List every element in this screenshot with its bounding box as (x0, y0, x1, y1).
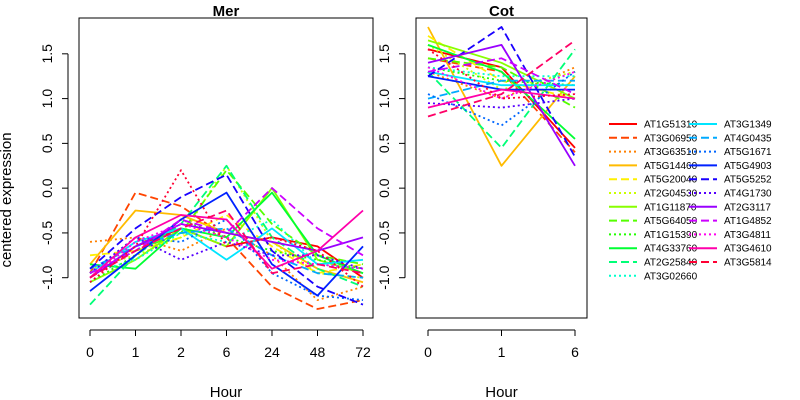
x-tick-label: 72 (355, 344, 371, 360)
series-line-24 (89, 169, 364, 288)
y-tick-label: -1.0 (39, 265, 55, 289)
series-line-11 (427, 48, 576, 149)
y-tick-label: 1.5 (376, 44, 392, 64)
legend-label: AT5G14460 (644, 161, 698, 172)
legend-label: AT1G51310 (644, 120, 698, 131)
panel-title: Mer (213, 3, 240, 20)
series-line-10 (427, 44, 576, 140)
plot-frame (78, 17, 374, 319)
panel-cot: Cot -1.0 -0.5 0.0 0.5 1.0 1.5 0 1 6 Hour (376, 3, 588, 400)
series-line-11 (89, 164, 364, 306)
legend-label: AT3G4610 (724, 244, 772, 255)
plot-frame (415, 17, 588, 319)
x-tick-label: 1 (132, 344, 140, 360)
series-line-17 (427, 26, 576, 158)
legend-label: AT4G1730 (724, 189, 772, 200)
y-axis-label: centered expression (0, 132, 15, 267)
series-line-23 (427, 39, 576, 118)
legend-label: AT3G02660 (644, 271, 698, 282)
series-line-21 (427, 66, 576, 100)
legend-label: AT4G33760 (644, 244, 698, 255)
series-line-16 (89, 191, 364, 297)
series-line-17 (89, 173, 364, 306)
y-tick-label: 1.0 (39, 89, 55, 109)
series-line-23 (89, 209, 364, 279)
legend-label: AT5G4903 (724, 161, 772, 172)
y-tick-label: 1.0 (376, 89, 392, 109)
panel-title: Cot (489, 3, 514, 20)
x-axis-label: Hour (485, 384, 518, 400)
series-line-22 (89, 209, 364, 279)
x-tick-label: 6 (223, 344, 231, 360)
legend-label: AT2G04530 (644, 189, 698, 200)
legend-label: AT2G3117 (724, 202, 771, 213)
series-line-20 (427, 57, 576, 95)
y-tick-label: -0.5 (376, 221, 392, 245)
series-line-13 (427, 70, 575, 87)
series-line-8 (427, 57, 576, 109)
legend: AT1G51310 AT3G06950 AT3G63510 AT5G14460 AT5G… (609, 120, 772, 282)
legend-label: AT5G1671 (724, 147, 772, 158)
y-tick-label: 0.0 (39, 178, 55, 198)
x-axis-label: Hour (210, 384, 243, 400)
x-tick-label: 1 (498, 344, 506, 360)
y-tick-label: 1.5 (39, 44, 55, 64)
x-tick-label: 2 (177, 344, 185, 360)
series-line-14 (427, 79, 575, 100)
series-line-22 (427, 88, 576, 109)
legend-label: AT1G15390 (644, 230, 698, 241)
y-tick-label: -1.0 (376, 265, 392, 289)
series-line-4 (427, 26, 576, 167)
legend-label: AT5G5252 (724, 175, 772, 186)
x-tick-label: 6 (571, 344, 579, 360)
legend-label: AT3G63510 (644, 147, 698, 158)
legend-label: AT2G25840 (644, 258, 698, 269)
panel-mer: Mer -1.0 -0.5 0.0 0.5 1.0 1.5 0 1 2 6 24 48 72 Hour (39, 3, 374, 400)
y-tick-label: 0.5 (376, 133, 392, 153)
legend-label: AT1G11870 (644, 202, 697, 213)
series-line-7 (427, 39, 576, 100)
x-tick-label: 0 (86, 344, 94, 360)
series-group (427, 26, 576, 167)
legend-label: AT5G20040 (644, 175, 698, 186)
legend-label: AT4G0435 (724, 133, 772, 144)
x-tick-label: 24 (264, 344, 280, 360)
legend-label: AT3G4811 (724, 230, 771, 241)
y-tick-label: 0.0 (376, 178, 392, 198)
legend-label: AT3G1349 (724, 120, 772, 131)
y-tick-label: 0.5 (39, 133, 55, 153)
series-group (89, 164, 364, 310)
series-line-19 (427, 44, 576, 167)
legend-label: AT1G4852 (724, 216, 772, 227)
x-tick-label: 48 (310, 344, 326, 360)
legend-label: AT5G64050 (644, 216, 698, 227)
legend-label: AT3G06950 (644, 133, 698, 144)
legend-label: AT3G5814 (724, 258, 772, 269)
chart-panels: Mer-1.0-0.50.00.51.01.50 1 2 6 24 48 72HourCot… (39, 3, 588, 400)
series-line-18 (89, 236, 364, 274)
y-tick-label: -0.5 (39, 221, 55, 245)
x-tick-label: 0 (424, 344, 432, 360)
